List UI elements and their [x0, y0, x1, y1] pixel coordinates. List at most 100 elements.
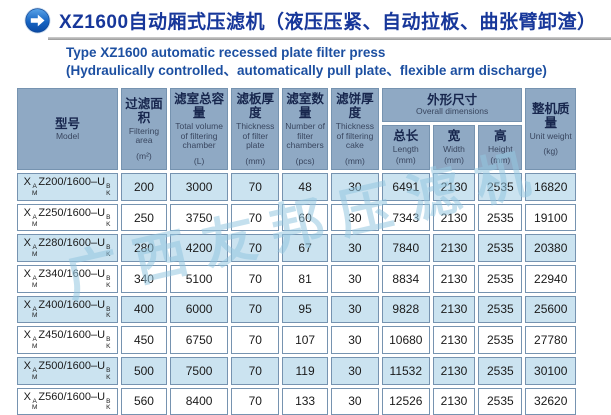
cell-length: 11532 [381, 356, 430, 385]
cell-height: 2535 [478, 203, 523, 232]
col-header-cake-unit: (mm) [344, 156, 365, 167]
cell-area: 280 [121, 234, 167, 263]
cell-chambers: 81 [282, 265, 328, 293]
cell-area: 340 [121, 265, 167, 293]
cell-area: 500 [121, 356, 167, 385]
col-header-volume-cn: 滤室总容量 [174, 92, 225, 121]
col-header-model: 型号 Model [17, 88, 119, 171]
subtitle-en-line1: Type XZ1600 automatic recessed plate fil… [66, 45, 386, 60]
col-header-chambers: 滤室数量 Number of filter chambers (pcs) [282, 88, 328, 171]
cell-height: 2535 [478, 295, 523, 324]
table-row: X A M Z560/1600–U B K 560 8400 70 133 30 12526 2130 2… [17, 387, 576, 415]
cell-model: X A M Z560/1600–U B K [17, 387, 119, 415]
cell-height: 2535 [478, 265, 523, 293]
page-header: XZ1600自动厢式压滤机（液压压紧、自动拉板、曲张臂卸渣） Type XZ16… [0, 0, 611, 79]
table-row: X A M Z250/1600–U B K 250 3750 70 60 30 7343 2130 253… [17, 203, 576, 232]
col-header-weight-cn: 整机质量 [531, 101, 570, 131]
cell-weight: 22940 [525, 265, 576, 293]
table-row: X A M Z400/1600–U B K 400 6000 70 95 30 9828 2130 253… [17, 295, 576, 324]
cell-model: X A M Z280/1600–U B K [17, 234, 119, 263]
cell-cake: 30 [330, 356, 379, 385]
cell-area: 400 [121, 295, 167, 324]
spec-table-wrap: 型号 Model 过滤面积 Filtering area (m²) 滤室总容量 … [14, 85, 579, 415]
col-header-cake: 滤饼厚度 Thickness of filtering cake (mm) [330, 88, 379, 171]
col-header-volume-unit: (L) [193, 156, 205, 167]
col-header-height-en: Height [488, 143, 513, 154]
col-header-height: 高 Height (mm) [478, 124, 523, 171]
cell-width: 2130 [432, 387, 476, 415]
cell-weight: 16820 [525, 173, 576, 201]
col-header-area-unit: (m²) [136, 151, 152, 162]
cell-volume: 8400 [169, 387, 229, 415]
cell-area: 560 [121, 387, 167, 415]
cell-chambers: 133 [282, 387, 328, 415]
cell-width: 2130 [432, 234, 476, 263]
table-row: X A M Z280/1600–U B K 280 4200 70 67 30 7840 2130 253… [17, 234, 576, 263]
cell-weight: 30100 [525, 356, 576, 385]
cell-height: 2535 [478, 173, 523, 201]
cell-area: 250 [121, 203, 167, 232]
cell-height: 2535 [478, 387, 523, 415]
col-header-cake-cn: 滤饼厚度 [336, 92, 374, 121]
cell-cake: 30 [330, 265, 379, 293]
col-header-width: 宽 Width (mm) [432, 124, 476, 171]
title-divider [48, 37, 611, 40]
cell-model: X A M Z200/1600–U B K [17, 173, 119, 201]
cell-area: 200 [121, 173, 167, 201]
cell-width: 2130 [432, 203, 476, 232]
cell-height: 2535 [478, 356, 523, 385]
col-header-area-en: Filtering area [128, 125, 160, 146]
cell-height: 2535 [478, 326, 523, 354]
cell-volume: 3000 [169, 173, 229, 201]
cell-chambers: 67 [282, 234, 328, 263]
col-header-plate-en: Thickness of filter plate [236, 120, 275, 151]
cell-cake: 30 [330, 326, 379, 354]
col-header-length-en: Length [392, 143, 419, 154]
col-header-plate: 滤板厚度 Thickness of filter plate (mm) [231, 88, 280, 171]
spec-table: 型号 Model 过滤面积 Filtering area (m²) 滤室总容量 … [14, 85, 579, 415]
cell-plate: 70 [231, 356, 280, 385]
cell-weight: 27780 [525, 326, 576, 354]
cell-width: 2130 [432, 326, 476, 354]
cell-width: 2130 [432, 295, 476, 324]
spec-table-body: X A M Z200/1600–U B K 200 3000 70 48 30 6491 2130 253… [17, 173, 576, 415]
cell-length: 9828 [381, 295, 430, 324]
cell-weight: 25600 [525, 295, 576, 324]
col-header-height-unit: (mm) [490, 154, 511, 165]
col-header-width-cn: 宽 [447, 129, 461, 144]
cell-volume: 6750 [169, 326, 229, 354]
cell-cake: 30 [330, 203, 379, 232]
col-header-cake-en: Thickness of filtering cake [335, 120, 375, 151]
cell-weight: 20380 [525, 234, 576, 263]
table-row: X A M Z340/1600–U B K 340 5100 70 81 30 8834 2130 253… [17, 265, 576, 293]
title-row: XZ1600自动厢式压滤机（液压压紧、自动拉板、曲张臂卸渣） [24, 7, 611, 34]
cell-length: 10680 [381, 326, 430, 354]
col-header-weight-unit: (kg) [543, 146, 559, 157]
cell-width: 2130 [432, 173, 476, 201]
col-header-plate-unit: (mm) [245, 156, 266, 167]
cell-model: X A M Z450/1600–U B K [17, 326, 119, 354]
cell-chambers: 48 [282, 173, 328, 201]
col-header-plate-cn: 滤板厚度 [236, 92, 275, 121]
cell-cake: 30 [330, 173, 379, 201]
cell-chambers: 95 [282, 295, 328, 324]
table-row: X A M Z450/1600–U B K 450 6750 70 107 30 10680 2130 2… [17, 326, 576, 354]
col-header-length-unit: (mm) [395, 154, 416, 165]
col-header-volume: 滤室总容量 Total volume of filtering chamber … [169, 88, 229, 171]
cell-volume: 4200 [169, 234, 229, 263]
col-header-area: 过滤面积 Filtering area (m²) [121, 88, 167, 171]
col-header-weight: 整机质量 Unit weight (kg) [525, 88, 576, 171]
cell-model: X A M Z340/1600–U B K [17, 265, 119, 293]
